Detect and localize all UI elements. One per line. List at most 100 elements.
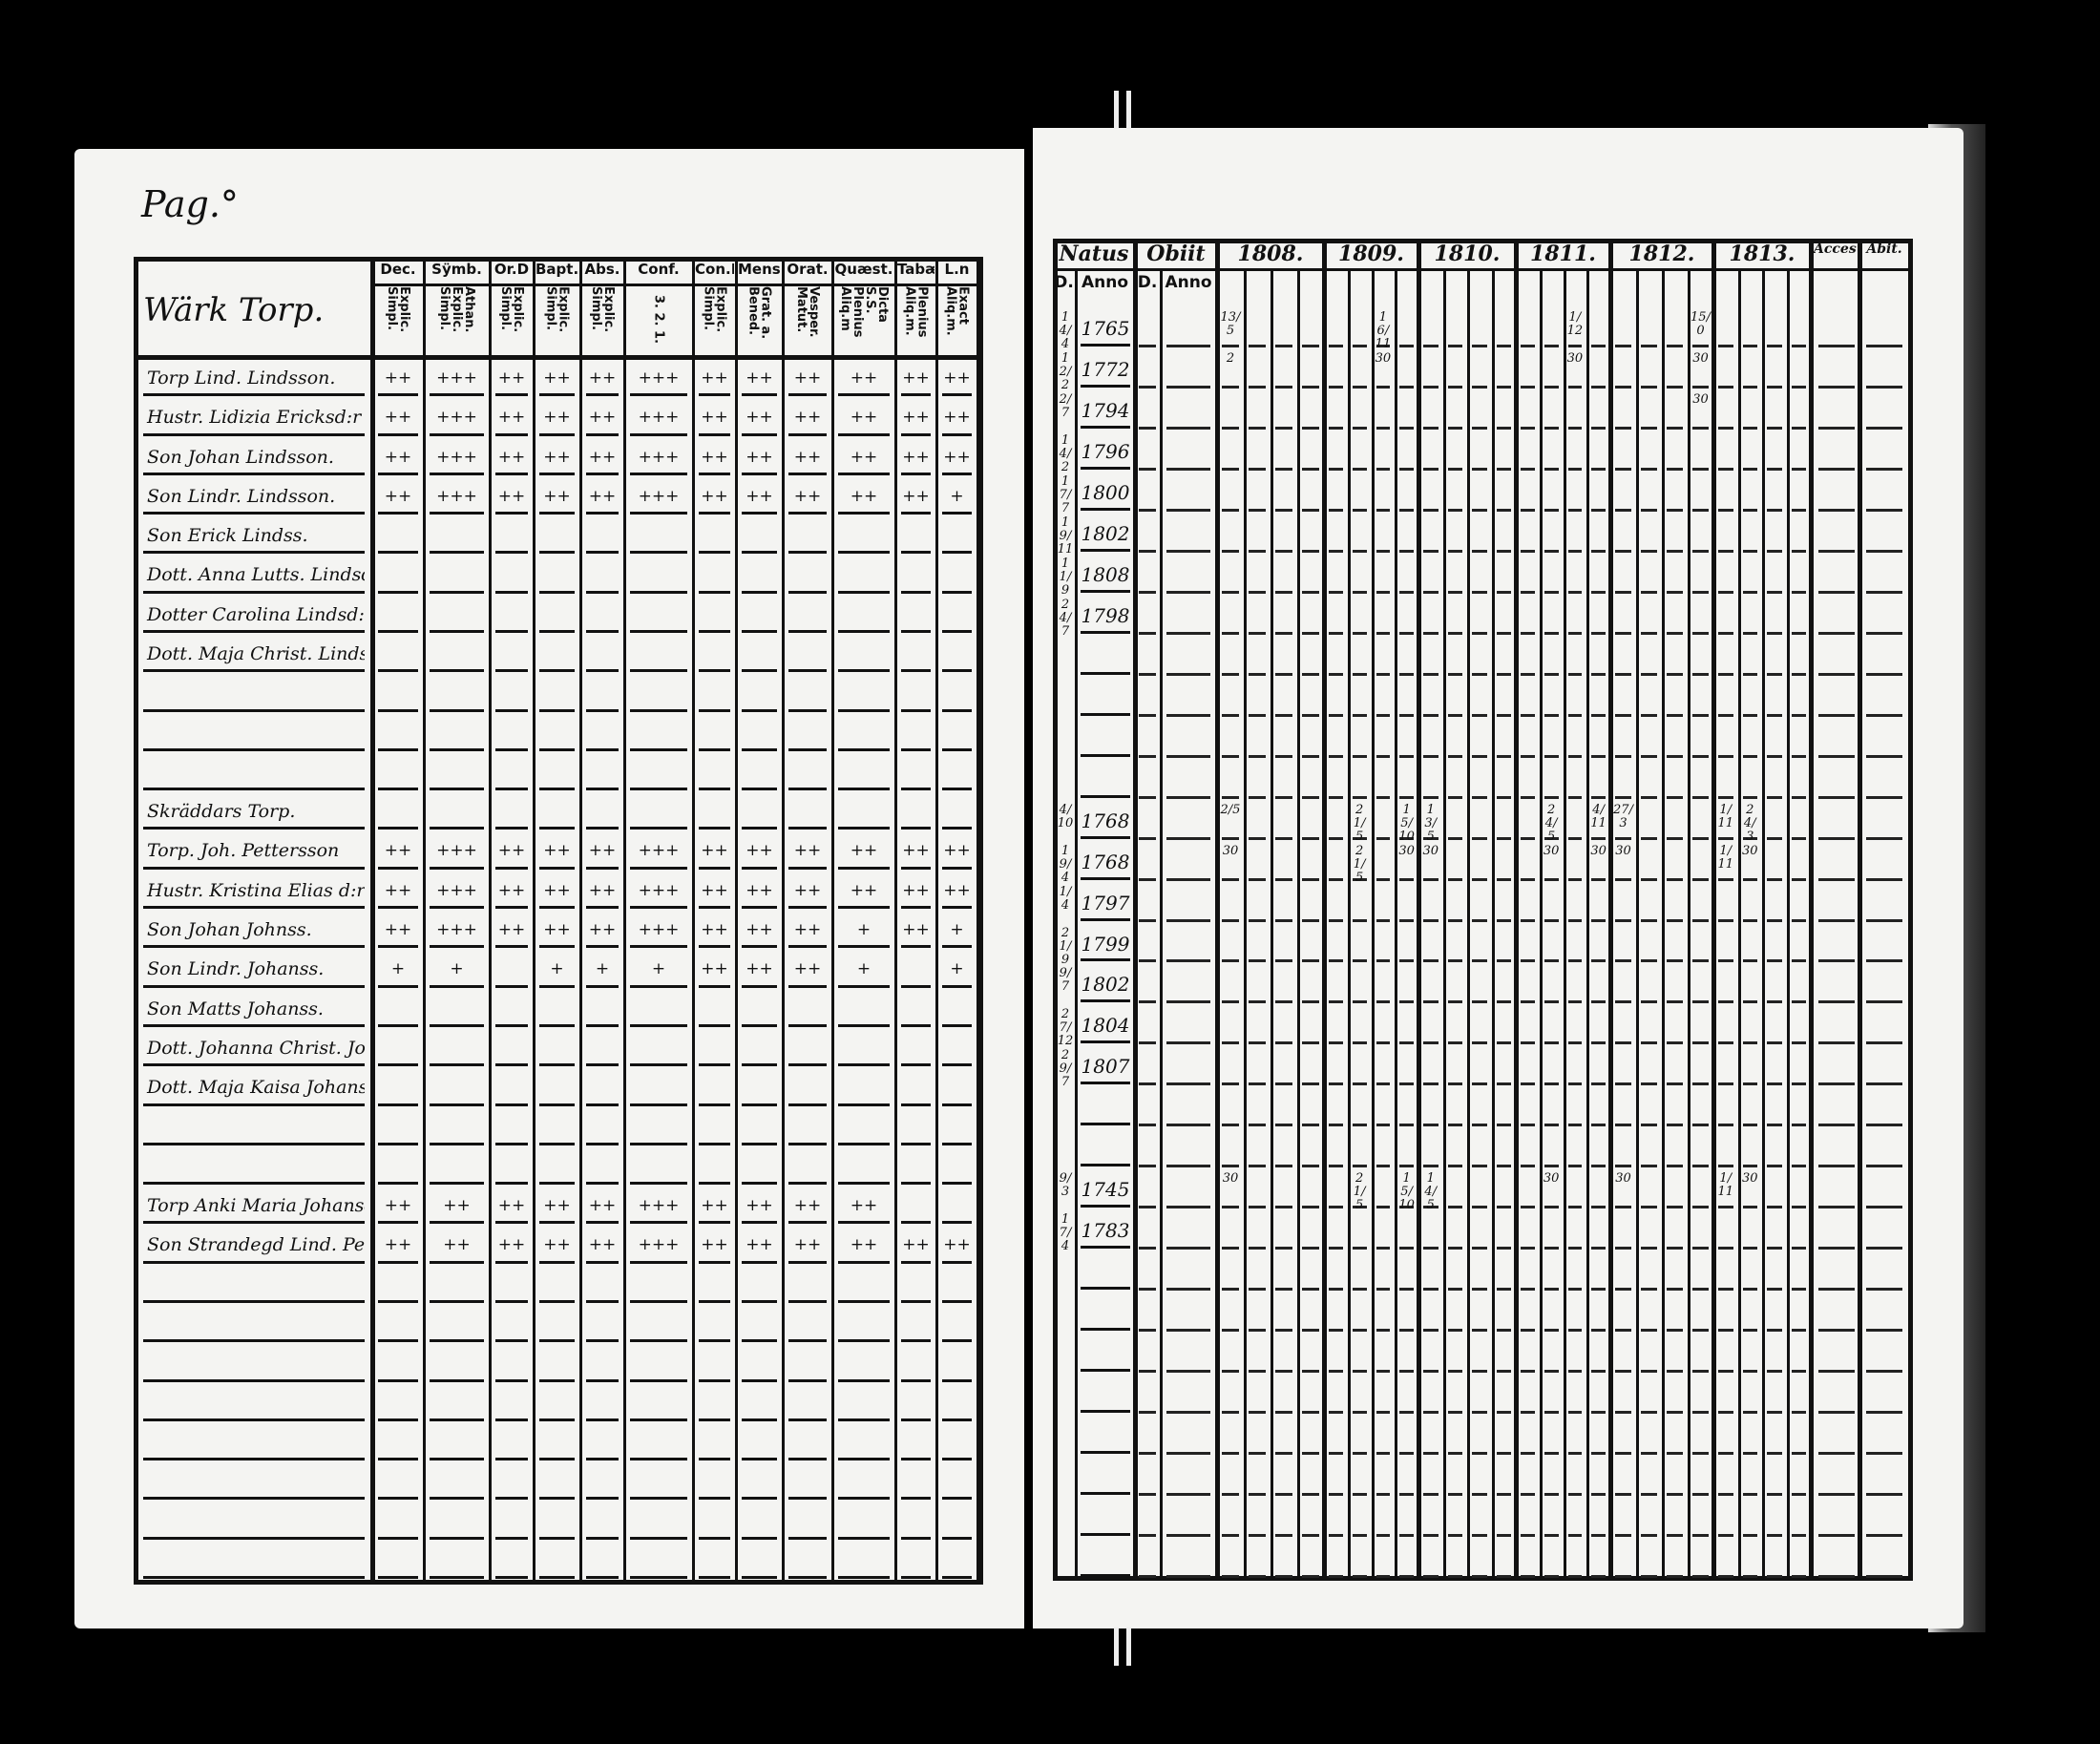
mark-cell: ++ bbox=[586, 479, 619, 515]
ruled-line bbox=[1275, 836, 1292, 840]
mark-cell bbox=[495, 992, 528, 1027]
subcolumn-divider bbox=[1688, 268, 1690, 1581]
birth-day-month: 12/2 bbox=[1059, 350, 1072, 392]
subcolumn-divider bbox=[1491, 268, 1495, 1581]
year-note: 30 bbox=[1615, 1171, 1631, 1187]
ruled-line bbox=[1447, 959, 1462, 963]
ruled-line bbox=[1718, 1288, 1733, 1292]
ruled-line bbox=[1249, 1124, 1266, 1127]
mark-cell bbox=[430, 1503, 484, 1540]
ruled-line bbox=[1521, 1000, 1535, 1004]
mark-cell: ++ bbox=[586, 833, 619, 870]
mark-cell bbox=[495, 952, 528, 988]
mark-cell bbox=[630, 716, 687, 751]
ruled-line bbox=[1866, 1288, 1902, 1292]
ruled-line bbox=[1352, 1165, 1367, 1168]
ruled-line bbox=[1376, 1288, 1391, 1292]
ruled-line bbox=[1139, 1288, 1156, 1292]
ruled-line bbox=[1791, 344, 1806, 347]
mark-cell: ++ bbox=[901, 361, 931, 397]
ruled-line bbox=[1818, 877, 1855, 881]
ruled-line bbox=[1818, 1575, 1855, 1578]
ruled-line bbox=[1447, 1206, 1462, 1209]
ruled-line bbox=[1139, 1165, 1156, 1168]
ruled-line bbox=[1139, 1041, 1156, 1045]
ruled-line bbox=[1352, 959, 1367, 963]
ruled-line bbox=[1472, 385, 1487, 389]
mark-cell bbox=[539, 1544, 575, 1579]
mark-cell bbox=[430, 557, 484, 594]
column-header: Con.D bbox=[695, 261, 734, 278]
subcolumn-divider bbox=[1442, 268, 1446, 1581]
mark-cell bbox=[586, 1346, 619, 1382]
ruled-line bbox=[1866, 918, 1902, 922]
ruled-line bbox=[1399, 1206, 1414, 1209]
ruled-line bbox=[1742, 795, 1757, 799]
ruled-line bbox=[1275, 508, 1292, 512]
ruled-line bbox=[1667, 713, 1683, 717]
column-header: Quæst. bbox=[834, 261, 893, 278]
mark-cell bbox=[942, 1110, 972, 1145]
ruled-line bbox=[1352, 1452, 1367, 1456]
ruled-line bbox=[1615, 1288, 1631, 1292]
mark-cell: ++ bbox=[495, 873, 528, 910]
column-subheader: Dicta S.S. Plenius Aliq.m bbox=[838, 286, 890, 338]
ruled-line bbox=[1615, 1493, 1631, 1497]
year-note: 21/5 bbox=[1353, 1171, 1366, 1213]
ruled-line bbox=[1222, 918, 1239, 922]
ruled-line bbox=[1866, 1082, 1902, 1086]
ruled-line bbox=[1667, 1206, 1683, 1209]
mark-cell: ++ bbox=[378, 833, 418, 870]
column-header: Sÿmb. bbox=[431, 261, 482, 278]
mark-cell bbox=[699, 716, 730, 751]
subcolumn-divider bbox=[1395, 268, 1398, 1581]
ruled-line bbox=[1791, 1411, 1806, 1415]
ruled-line bbox=[1667, 467, 1683, 471]
mark-cell bbox=[539, 676, 575, 712]
ruled-line bbox=[1692, 590, 1709, 594]
year-note: 21/5 bbox=[1353, 843, 1366, 885]
ruled-line bbox=[1742, 631, 1757, 635]
ruled-line bbox=[1767, 1000, 1782, 1004]
ruled-line bbox=[1423, 1575, 1438, 1578]
ruled-line bbox=[1139, 1452, 1156, 1456]
mark-cell bbox=[901, 637, 931, 673]
ruled-line bbox=[1521, 1575, 1535, 1578]
ruled-line bbox=[1352, 877, 1367, 881]
ruled-line bbox=[1718, 713, 1733, 717]
mark-cell: ++ bbox=[942, 833, 972, 870]
ruled-line bbox=[1742, 508, 1757, 512]
ruled-line bbox=[1139, 590, 1156, 594]
ruled-line bbox=[1667, 918, 1683, 922]
ruled-line bbox=[1567, 467, 1583, 471]
ruled-line bbox=[1742, 467, 1757, 471]
ruled-line bbox=[1567, 754, 1583, 758]
ruled-line bbox=[1302, 1370, 1319, 1374]
ruled-line bbox=[1591, 1124, 1606, 1127]
mark-cell bbox=[539, 794, 575, 830]
ruled-line bbox=[1275, 959, 1292, 963]
birth-year: 1794 bbox=[1081, 393, 1130, 429]
mark-cell bbox=[539, 1031, 575, 1067]
ruled-line bbox=[1818, 344, 1855, 347]
ruled-line bbox=[1249, 1575, 1266, 1578]
ruled-line bbox=[1472, 1329, 1487, 1333]
ruled-line bbox=[1615, 1411, 1631, 1415]
ruled-line bbox=[1615, 1534, 1631, 1538]
ruled-line bbox=[1329, 631, 1343, 635]
binding-staple bbox=[1126, 1628, 1131, 1666]
ruled-line bbox=[1376, 631, 1391, 635]
birth-year bbox=[1081, 1418, 1130, 1455]
birth-year bbox=[1081, 640, 1130, 675]
ruled-line bbox=[1667, 549, 1683, 553]
ruled-line bbox=[1866, 1165, 1902, 1168]
mark-cell bbox=[539, 1070, 575, 1106]
subcolumn-divider bbox=[1762, 268, 1765, 1581]
mark-cell: ++ bbox=[788, 1228, 827, 1264]
ruled-line bbox=[1567, 1493, 1583, 1497]
mark-cell bbox=[699, 518, 730, 555]
mark-cell bbox=[495, 1307, 528, 1343]
mark-cell bbox=[430, 1070, 484, 1106]
ruled-line bbox=[1767, 795, 1782, 799]
ruled-line bbox=[1567, 1575, 1583, 1578]
